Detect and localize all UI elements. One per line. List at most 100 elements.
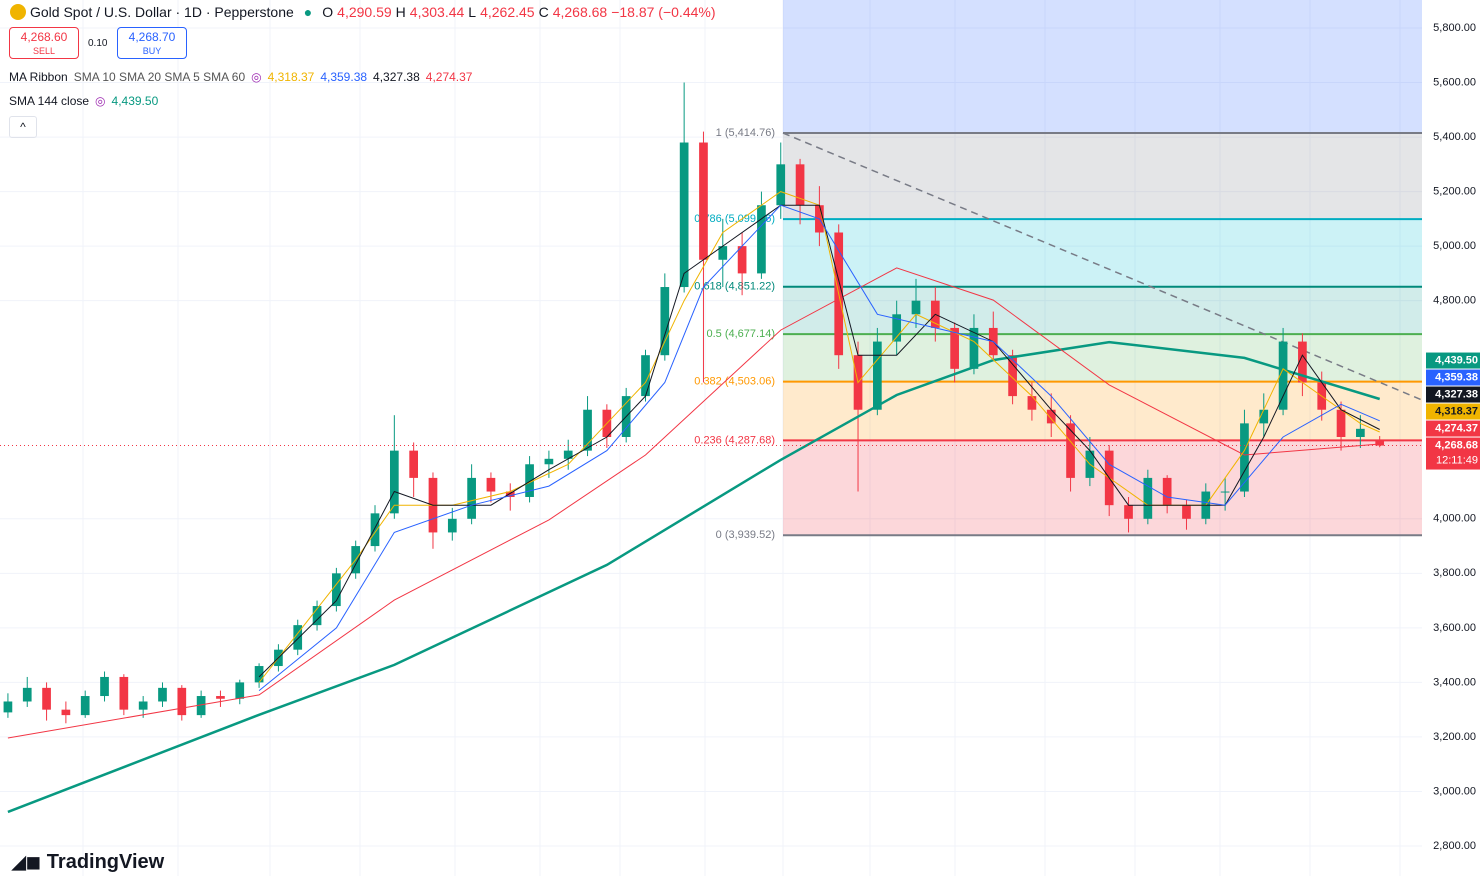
ohlc-value: 4,290.59 [337,4,392,20]
fib-label: 0.618 (4,851.22) [694,281,775,293]
y-tick-label: 5,200.00 [1433,186,1476,198]
legend-value: 4,439.50 [111,94,159,108]
candle-body [22,687,32,702]
candle-body [1259,409,1269,424]
price-tag-label: 4,318.37 [1435,405,1478,417]
y-tick-label: 5,600.00 [1433,76,1476,88]
candle-body [3,701,13,713]
brand-name: TradingView [46,851,165,873]
candle-body [563,450,573,459]
candle-body [1336,409,1346,437]
price-tag [1426,437,1480,470]
candle-body [389,450,399,514]
sell-price: 4,268.60 [20,30,68,44]
ohlc-label: O [322,4,334,20]
price-tag-label: 4,359.38 [1435,371,1478,383]
candle-body [583,409,592,451]
buy-button[interactable]: 4,268.70 BUY [117,27,187,59]
candle-body [718,246,728,260]
candle-body [486,477,496,492]
candle-body [660,287,670,356]
price-tag [1426,403,1480,420]
brand-logo: ◢◼ [12,852,41,872]
settings-icon[interactable]: ◎ [95,94,106,108]
legend-value: 4,327.38 [373,70,420,84]
candle-body [1375,439,1385,446]
candle-body [757,205,766,274]
y-tick-label: 3,600.00 [1433,622,1476,634]
ohlc-value: 4,303.44 [409,4,465,20]
price-tag [1426,386,1480,403]
y-tick-label: 5,400.00 [1433,131,1476,143]
candle-body [1027,396,1037,410]
price-tag [1426,369,1480,386]
settings-icon[interactable]: ◎ [251,70,262,84]
candle-body [1046,409,1056,424]
candle-body [969,327,979,369]
fib-zone [783,219,1422,287]
candle-body [61,709,71,716]
fib-label: 0.5 (4,677.14) [707,328,776,340]
y-tick-label: 3,800.00 [1433,567,1476,579]
candle-body [641,355,650,397]
candle-body [776,164,786,206]
fib-zone [783,286,1422,335]
candle-body [254,666,264,683]
sell-label: SELL [32,46,56,56]
price-tag-label: 4,439.50 [1435,354,1478,366]
ma-line [258,204,1380,691]
collapse-button[interactable]: ^ [9,116,37,138]
sma-legend: SMA 144 close ◎ 4,439.50 [9,94,158,108]
y-tick-label: 3,200.00 [1433,731,1476,743]
spread: 0.10 [88,38,108,49]
y-tick-label: 5,000.00 [1433,240,1476,252]
sell-button[interactable]: 4,268.60 SELL [9,27,79,59]
candle-body [679,142,689,288]
candle-body [1240,423,1249,492]
candle-body [216,696,225,699]
candle-body [950,327,959,369]
candle-body [332,573,341,607]
ma-line [7,267,1380,739]
market-status[interactable]: ● [303,4,313,20]
symbol: Gold Spot / U.S. Dollar · 1D · Peppersto… [30,4,294,20]
price-tag [1426,420,1480,437]
candle-body [1278,341,1288,410]
indicator-name[interactable]: MA Ribbon [9,70,68,84]
candle-body [873,341,882,410]
symbol-header: Gold Spot / U.S. Dollar · 1D · Peppersto… [10,4,716,20]
candle-body [312,606,322,626]
fib-label: 0.786 (5,099.06) [694,213,775,225]
candle-body [1066,423,1075,478]
fib-label: 1 (5,414.76) [716,127,775,139]
candle-body [196,696,206,716]
candle-body [80,696,90,716]
candle-body [158,687,167,702]
y-tick-label: 4,000.00 [1433,513,1476,525]
ohlc-label: L [468,4,477,20]
y-tick-label: 5,800.00 [1433,22,1476,34]
candle-body [1162,477,1172,506]
fib-label: 0 (3,939.52) [716,529,775,541]
fib-zone [783,440,1422,536]
fib-zone [783,133,1422,220]
price-tag [1426,352,1480,369]
candle-body [795,164,805,206]
y-tick-label: 2,800.00 [1433,840,1476,852]
candle-body [911,300,921,315]
trend-line [782,132,1423,401]
candle-body [293,625,303,650]
ohlc-label: C [538,4,549,20]
candle-body [1008,355,1017,397]
legend-value: 4,359.38 [320,70,368,84]
change: −18.87 (−0.44%) [611,4,716,20]
price-tag-label: 4,268.68 [1435,439,1478,451]
indicator-name[interactable]: SMA 144 close [9,94,90,108]
legend-value: 4,318.37 [267,70,315,84]
brand: ◢◼ TradingView [12,851,164,874]
buy-price: 4,268.70 [128,30,176,44]
symbol-icon [10,4,26,20]
candle-body [42,687,51,710]
y-tick-label: 3,000.00 [1433,785,1476,797]
buy-label: BUY [142,46,162,56]
